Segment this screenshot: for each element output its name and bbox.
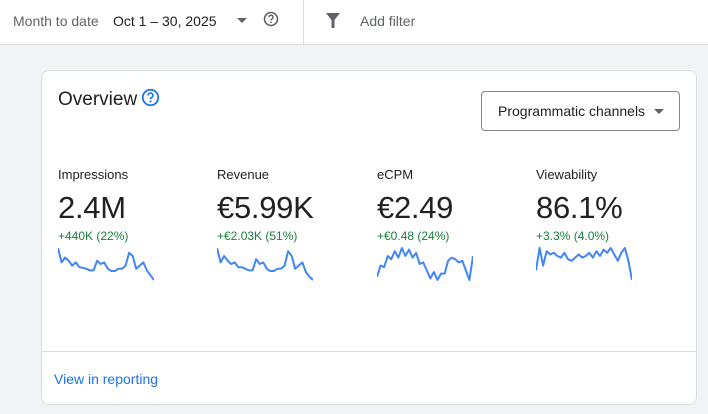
sparkline — [58, 247, 154, 281]
metric-value: 86.1% — [536, 190, 623, 225]
chevron-down-icon[interactable] — [237, 18, 247, 23]
filter-bar: Month to date Oct 1 – 30, 2025 Add filte… — [0, 0, 708, 45]
filter-icon[interactable] — [325, 12, 341, 30]
view-in-reporting-link[interactable]: View in reporting — [54, 371, 159, 387]
metric-label: Revenue — [217, 167, 270, 182]
divider — [42, 351, 696, 352]
metric-delta: +€0.48 (24%) — [377, 229, 450, 243]
sparkline-line — [58, 247, 154, 281]
sparkline — [536, 247, 632, 281]
date-range-value[interactable]: Oct 1 – 30, 2025 — [113, 13, 217, 29]
metric-label: eCPM — [377, 167, 414, 182]
sparkline-line — [377, 247, 473, 281]
metric-revenue: Revenue €5.99K +€2.03K (51%) — [217, 167, 367, 281]
channel-select[interactable]: Programmatic channels — [481, 91, 680, 131]
metric-label: Impressions — [58, 167, 129, 182]
sparkline — [377, 247, 473, 281]
overview-card: Overview Programmatic channels Impressio… — [41, 70, 697, 405]
sparkline — [217, 247, 313, 281]
metric-value: 2.4M — [58, 190, 126, 225]
metric-viewability: Viewability 86.1% +3.3% (4.0%) — [536, 167, 686, 281]
metric-value: €2.49 — [377, 190, 454, 225]
channel-select-value: Programmatic channels — [498, 103, 646, 119]
metric-delta: +440K (22%) — [58, 229, 129, 243]
metric-delta: +3.3% (4.0%) — [536, 229, 610, 243]
metric-ecpm: eCPM €2.49 +€0.48 (24%) — [377, 167, 527, 281]
metric-delta: +€2.03K (51%) — [217, 229, 298, 243]
metric-label: Viewability — [536, 167, 598, 182]
help-icon[interactable] — [141, 88, 160, 107]
metric-impressions: Impressions 2.4M +440K (22%) — [58, 167, 208, 281]
chevron-down-icon — [654, 109, 664, 114]
date-range-label: Month to date — [13, 13, 99, 29]
overview-title: Overview — [58, 89, 138, 110]
divider — [303, 0, 304, 45]
help-icon[interactable] — [263, 11, 279, 27]
metric-value: €5.99K — [217, 190, 314, 225]
add-filter-button[interactable]: Add filter — [360, 13, 416, 29]
sparkline-line — [217, 247, 313, 281]
sparkline-line — [536, 247, 632, 281]
